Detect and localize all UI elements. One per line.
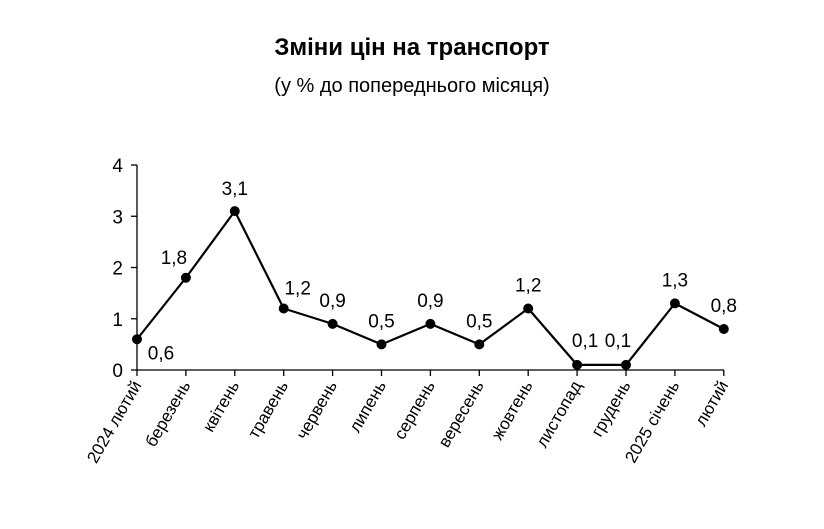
data-point xyxy=(278,303,289,314)
data-labels: 0,6 1,8 3,1 1,2 0,9 0,5 0,9 0,5 1,2 0,1 0,1 1,3 0,8 xyxy=(148,179,737,364)
category-label: квітень xyxy=(199,377,243,435)
data-label: 0,9 xyxy=(319,291,345,312)
category-label: липень xyxy=(345,377,390,435)
data-point xyxy=(474,339,485,350)
category-label: жовтень xyxy=(488,377,537,443)
data-label: 3,1 xyxy=(222,179,248,200)
data-label: 0,5 xyxy=(466,311,492,332)
data-label: 1,3 xyxy=(662,270,688,291)
data-point xyxy=(229,206,240,217)
y-tick-label: 0 xyxy=(112,361,123,382)
category-label: листопад xyxy=(532,377,585,450)
category-label: лютий xyxy=(691,378,732,430)
category-label: травень xyxy=(244,377,292,441)
category-label: 2024 лютий xyxy=(83,378,145,467)
data-point xyxy=(132,334,142,345)
category-label: вересень xyxy=(435,377,488,450)
data-label: 1,2 xyxy=(284,279,310,300)
chart-title: Зміни цін на транспорт xyxy=(274,34,550,61)
data-point xyxy=(621,359,631,370)
data-label: 0,1 xyxy=(572,331,598,352)
chart-subtitle: (у % до попереднього місяця) xyxy=(274,75,550,97)
category-label: серпень xyxy=(390,377,439,442)
data-point xyxy=(572,359,583,370)
y-tick-label: 4 xyxy=(112,156,123,177)
data-label: 0,8 xyxy=(711,296,737,317)
data-label: 0,1 xyxy=(605,331,631,352)
x-ticks xyxy=(136,370,725,376)
data-label: 0,9 xyxy=(417,291,443,312)
data-point xyxy=(425,318,436,329)
data-label: 1,2 xyxy=(515,276,541,297)
data-point xyxy=(180,272,191,283)
data-point xyxy=(669,298,680,309)
y-tick-label: 1 xyxy=(112,310,123,331)
data-point xyxy=(718,324,729,334)
category-label: грудень xyxy=(587,377,634,439)
data-point xyxy=(327,318,338,329)
series-line xyxy=(136,210,725,366)
y-tick-label: 3 xyxy=(112,207,123,228)
category-label: червень xyxy=(292,377,341,442)
category-label: березень xyxy=(141,377,194,450)
series-markers xyxy=(132,206,729,370)
data-label: 1,8 xyxy=(161,248,187,269)
y-ticks: 0 1 2 3 4 xyxy=(112,156,137,382)
data-point xyxy=(376,339,387,350)
data-label: 0,5 xyxy=(368,311,394,332)
data-label: 0,6 xyxy=(148,343,174,364)
y-tick-label: 2 xyxy=(112,259,123,280)
data-point xyxy=(523,303,534,314)
